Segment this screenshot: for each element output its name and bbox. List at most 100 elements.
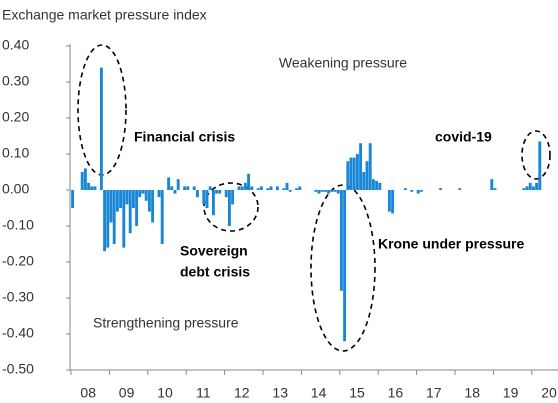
bar bbox=[343, 190, 347, 342]
highlight-ellipse bbox=[203, 182, 259, 232]
annotation: Weakening pressure bbox=[279, 55, 407, 71]
bar bbox=[375, 181, 379, 190]
bar bbox=[490, 179, 494, 190]
bar bbox=[419, 190, 423, 192]
bar bbox=[224, 190, 228, 198]
x-tick-label: 16 bbox=[388, 385, 404, 401]
bar bbox=[275, 186, 279, 190]
bar bbox=[131, 190, 135, 208]
bar bbox=[269, 186, 273, 190]
bar bbox=[327, 190, 331, 194]
bar bbox=[109, 190, 113, 223]
bar bbox=[192, 186, 196, 190]
bar bbox=[256, 188, 260, 190]
y-tick-label: -0.40 bbox=[2, 325, 34, 341]
bar bbox=[80, 172, 84, 190]
bar bbox=[99, 67, 103, 190]
bar bbox=[403, 188, 407, 190]
bar bbox=[266, 188, 270, 190]
bar bbox=[346, 161, 350, 190]
annotation: Sovereign bbox=[180, 243, 248, 259]
bar bbox=[227, 190, 231, 226]
bar bbox=[125, 190, 129, 205]
bar bbox=[362, 172, 366, 190]
bar bbox=[87, 182, 91, 190]
bar bbox=[314, 190, 318, 192]
bar bbox=[531, 186, 535, 190]
y-tick-label: 0.30 bbox=[2, 73, 29, 89]
bar bbox=[295, 188, 299, 190]
bar bbox=[122, 190, 126, 248]
bar bbox=[416, 190, 420, 194]
annotation: Krone under pressure bbox=[378, 236, 524, 252]
x-tick-label: 10 bbox=[157, 385, 173, 401]
annotation: Financial crisis bbox=[134, 129, 235, 145]
bar bbox=[378, 182, 382, 190]
x-tick-label: 15 bbox=[349, 385, 365, 401]
bar bbox=[317, 190, 321, 194]
bar bbox=[336, 190, 340, 194]
bar bbox=[535, 182, 539, 190]
bar bbox=[525, 186, 529, 190]
x-tick-label: 08 bbox=[80, 385, 96, 401]
highlight-ellipse bbox=[310, 184, 376, 352]
bar bbox=[368, 143, 372, 190]
bar bbox=[170, 186, 174, 190]
bar bbox=[298, 186, 302, 190]
bar bbox=[349, 157, 353, 190]
bar bbox=[333, 190, 337, 192]
bar bbox=[250, 186, 254, 190]
bar bbox=[387, 190, 391, 212]
x-tick-label: 14 bbox=[311, 385, 327, 401]
bar bbox=[71, 190, 75, 208]
bar bbox=[90, 186, 94, 190]
bar bbox=[160, 190, 164, 244]
bar bbox=[320, 190, 324, 192]
bar bbox=[119, 190, 123, 208]
bar bbox=[157, 190, 161, 198]
y-tick-label: 0.20 bbox=[2, 109, 29, 125]
bar bbox=[115, 190, 119, 212]
bar bbox=[138, 190, 142, 198]
y-tick-label: -0.20 bbox=[2, 253, 34, 269]
bar bbox=[135, 190, 139, 226]
bar bbox=[330, 190, 334, 192]
x-tick-label: 17 bbox=[426, 385, 442, 401]
x-tick-label: 18 bbox=[464, 385, 480, 401]
bar bbox=[231, 190, 235, 205]
bar bbox=[218, 190, 222, 194]
y-tick-label: 0.10 bbox=[2, 145, 29, 161]
bar bbox=[147, 190, 151, 212]
bar bbox=[365, 161, 369, 190]
bar bbox=[371, 179, 375, 190]
bar bbox=[285, 182, 289, 190]
annotation: debt crisis bbox=[180, 264, 250, 280]
annotation: Strengthening pressure bbox=[93, 315, 239, 331]
y-tick-label: 0.40 bbox=[2, 37, 29, 53]
chart-title: Exchange market pressure index bbox=[2, 7, 207, 23]
y-tick-label: -0.30 bbox=[2, 289, 34, 305]
x-tick-label: 13 bbox=[272, 385, 288, 401]
bar bbox=[211, 190, 215, 216]
y-tick-label: 0.00 bbox=[2, 181, 29, 197]
bar bbox=[173, 190, 177, 194]
bar bbox=[538, 141, 542, 190]
bar bbox=[215, 190, 219, 194]
x-tick-label: 20 bbox=[541, 385, 557, 401]
x-tick-label: 12 bbox=[234, 385, 250, 401]
bar bbox=[247, 173, 251, 190]
bar bbox=[288, 190, 292, 192]
bar bbox=[93, 186, 97, 190]
bar bbox=[391, 190, 395, 214]
highlight-ellipse bbox=[521, 130, 551, 180]
bar bbox=[205, 190, 209, 208]
bar bbox=[202, 190, 206, 205]
bar bbox=[183, 186, 187, 190]
bar bbox=[458, 188, 462, 190]
y-tick-label: -0.50 bbox=[2, 361, 34, 377]
bar bbox=[355, 154, 359, 190]
bar bbox=[282, 188, 286, 190]
bar bbox=[237, 186, 241, 190]
bar bbox=[176, 179, 180, 190]
bar bbox=[112, 190, 116, 244]
